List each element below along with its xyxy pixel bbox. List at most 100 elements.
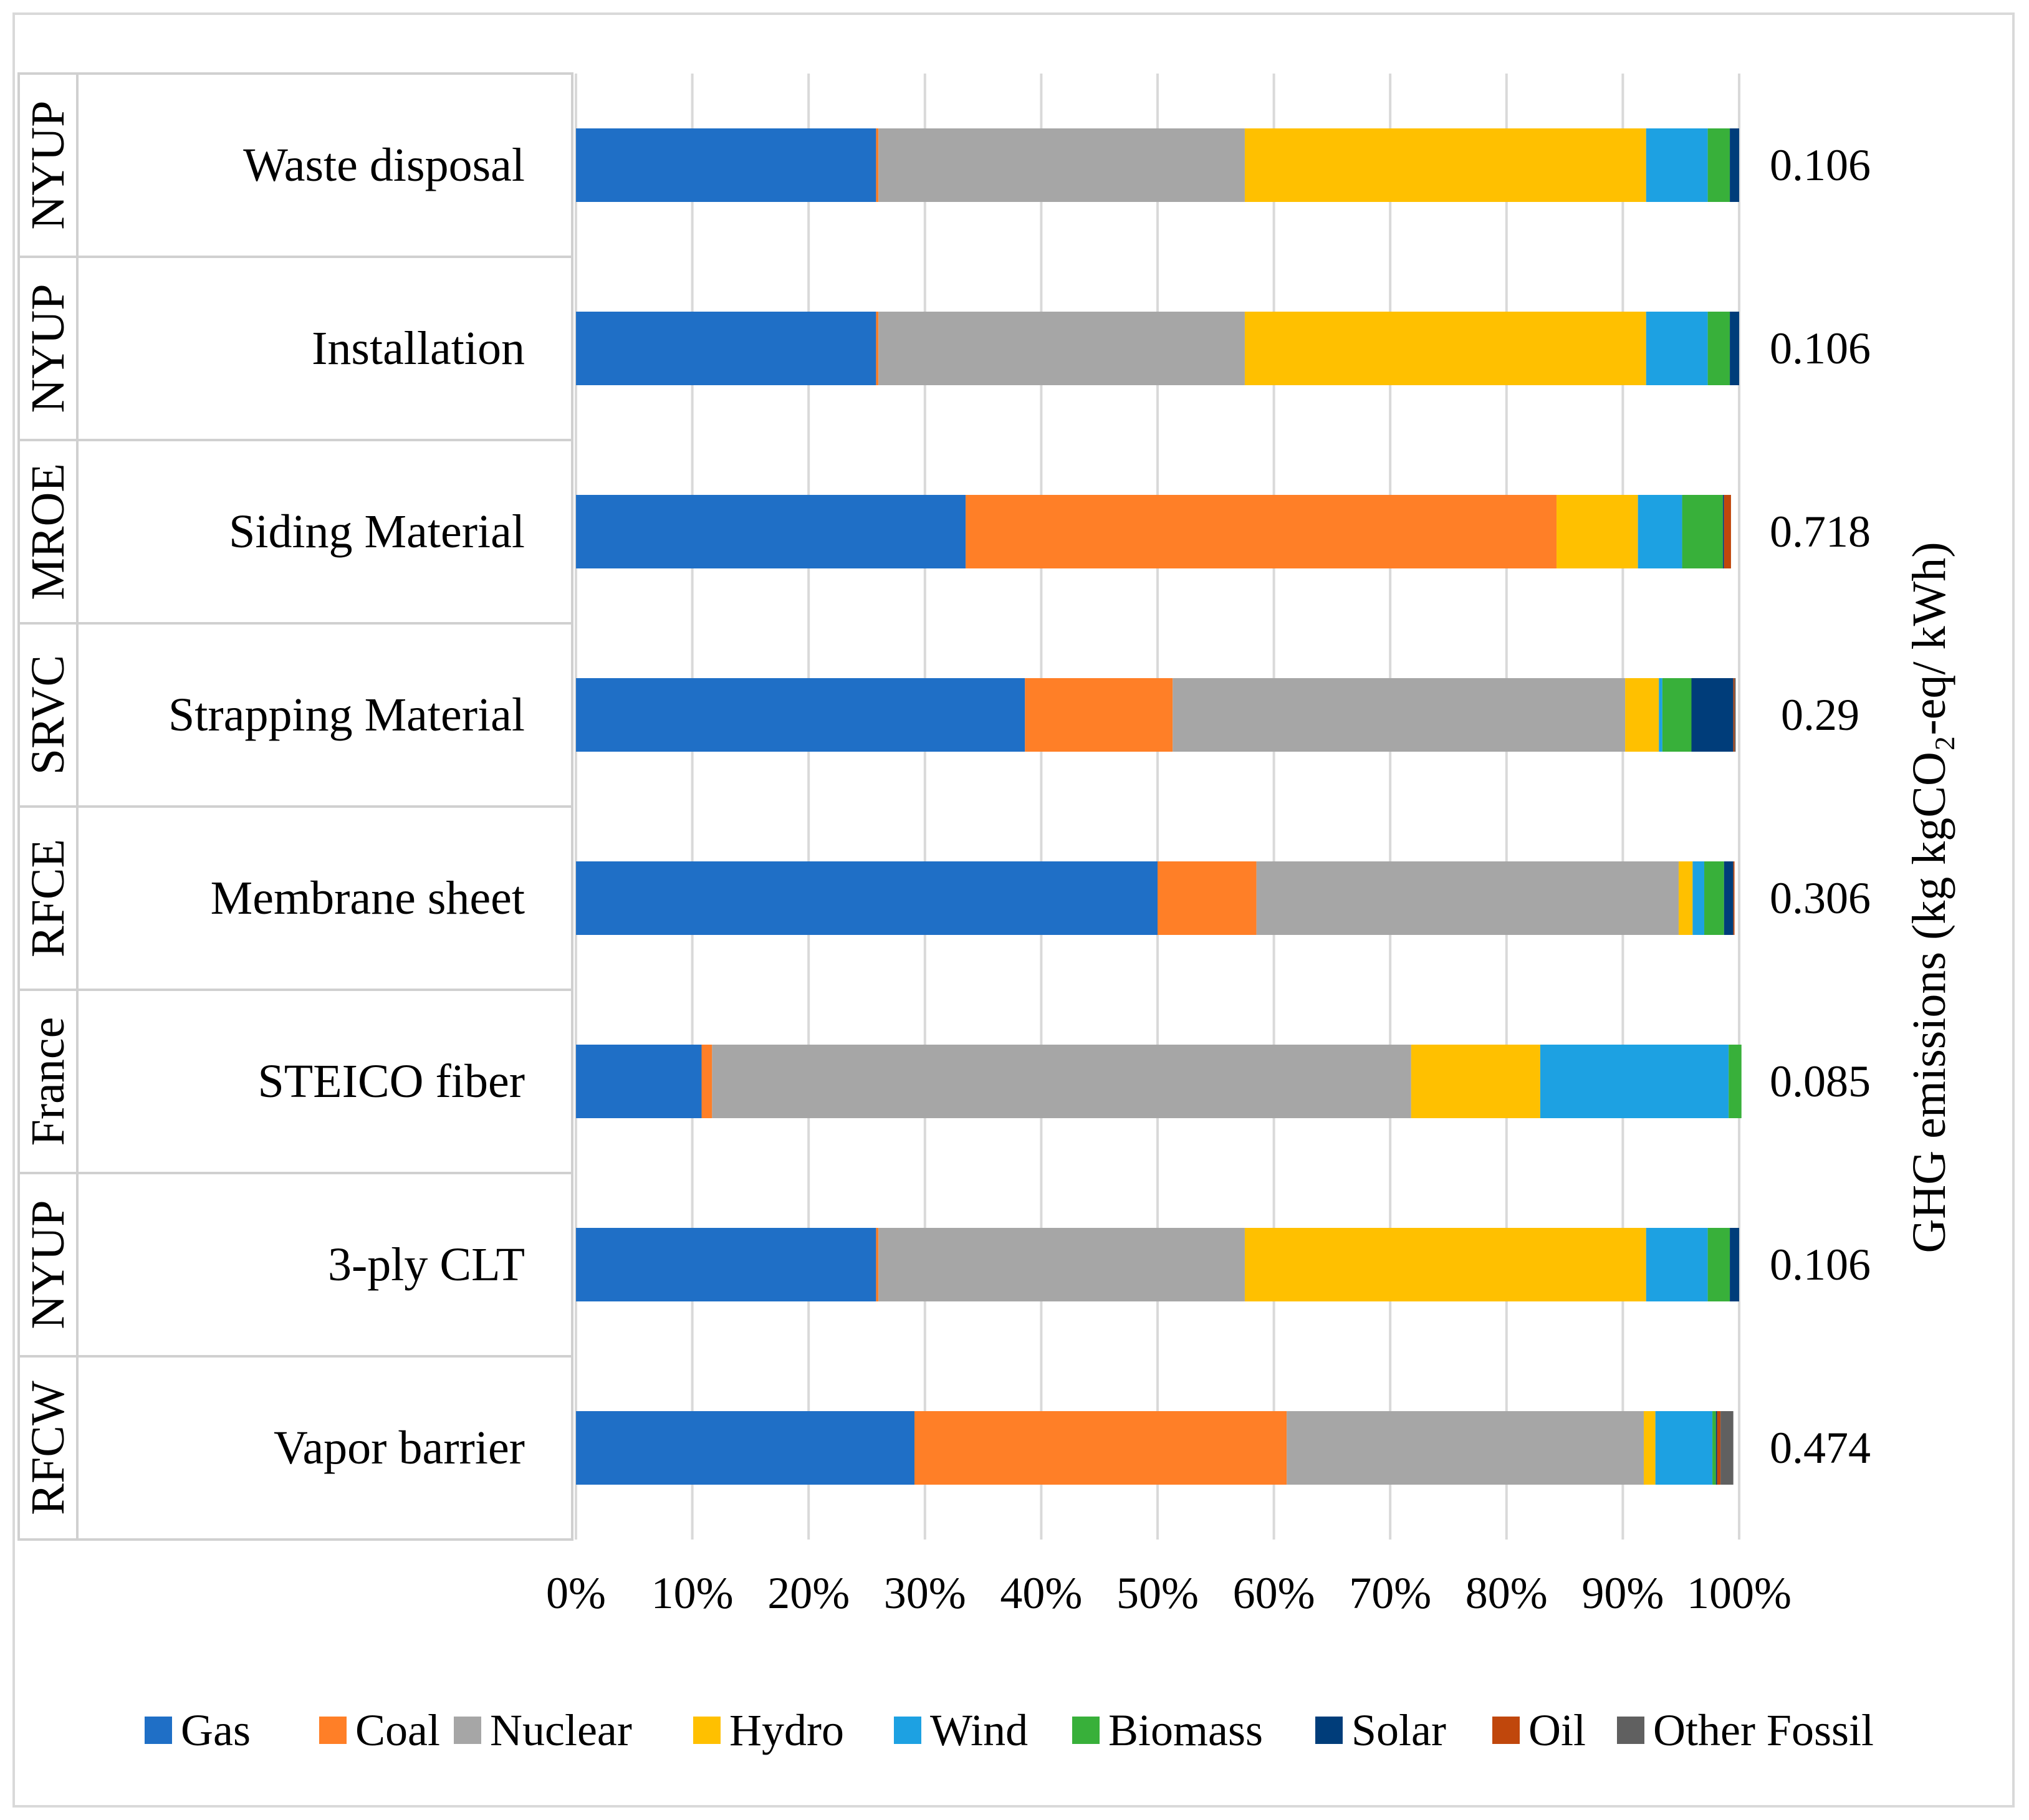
legend-swatch	[1492, 1717, 1520, 1744]
legend-label: Other Fossil	[1653, 1705, 1874, 1755]
emission-value: 0.718	[1770, 507, 1871, 557]
bar-segment-nuclear	[1287, 1411, 1644, 1485]
bar-segment-coal	[1025, 678, 1173, 752]
category-label: Waste disposal	[243, 139, 525, 191]
bar-segment-hydro	[1411, 1045, 1540, 1118]
emission-values: 0.106 0.106 0.718 0.29 0.306 0.085 0.106 0.474	[1770, 140, 1871, 1473]
legend-label: Biomass	[1108, 1705, 1263, 1755]
x-tick-label: 70%	[1349, 1568, 1431, 1618]
bar-segment-other-fossil	[1734, 678, 1736, 752]
legend-label: Gas	[181, 1705, 251, 1755]
bar-segment-solar	[1730, 1228, 1739, 1301]
legend-swatch	[1072, 1717, 1100, 1744]
legend-swatch	[1315, 1717, 1343, 1744]
bar-segment-coal	[701, 1045, 712, 1118]
x-tick-label: 60%	[1233, 1568, 1315, 1618]
bar-segment-biomass	[1707, 1228, 1730, 1301]
bar-segment-nuclear	[878, 1228, 1245, 1301]
legend-swatch	[1617, 1717, 1644, 1744]
bar-segment-hydro	[1244, 128, 1646, 202]
emission-value: 0.085	[1770, 1056, 1871, 1106]
bar-segment-wind	[1540, 1045, 1729, 1118]
bar-segment-nuclear	[878, 128, 1245, 202]
label-row	[17, 989, 573, 1174]
bar-segment-oil	[1717, 1411, 1721, 1485]
label-row	[17, 1355, 573, 1541]
bar-segment-gas	[576, 678, 1025, 752]
legend-label: Oil	[1528, 1705, 1586, 1755]
bar-segment-solar	[1724, 861, 1734, 935]
emission-value: 0.106	[1770, 323, 1871, 373]
bar-segment-oil	[1733, 678, 1735, 752]
legend-swatch	[454, 1717, 481, 1744]
category-label: Membrane sheet	[211, 872, 525, 924]
bar-segment-gas	[576, 861, 1158, 935]
bar-segment-solar	[1730, 128, 1739, 202]
x-tick-label: 40%	[1000, 1568, 1082, 1618]
bar-segment-nuclear	[712, 1045, 1411, 1118]
bar-segment-hydro	[1678, 861, 1693, 935]
bar-segment-biomass	[1729, 1045, 1742, 1118]
region-label: France	[22, 1017, 74, 1146]
label-row	[17, 805, 573, 991]
bar-segment-wind	[1655, 1411, 1713, 1485]
bar-segment-solar	[1715, 1411, 1717, 1485]
legend-label: Solar	[1351, 1705, 1446, 1755]
bar-segment-gas	[576, 1411, 915, 1485]
emission-value: 0.29	[1781, 690, 1859, 740]
bar-segment-wind	[1646, 312, 1708, 385]
region-label: RFCE	[22, 839, 74, 957]
emission-value: 0.474	[1770, 1423, 1871, 1473]
x-tick-label: 90%	[1581, 1568, 1664, 1618]
bar-segment-coal	[1158, 861, 1257, 935]
bar-segment-biomass	[1707, 128, 1730, 202]
bar-segment-coal	[876, 1228, 879, 1301]
bar-segment-hydro	[1557, 495, 1638, 568]
x-tick-label: 100%	[1687, 1568, 1792, 1618]
bar-segment-solar	[1722, 495, 1724, 568]
legend-label: Nuclear	[490, 1705, 632, 1755]
legend-swatch	[319, 1717, 347, 1744]
legend-label: Wind	[930, 1705, 1028, 1755]
legend: Gas Coal Nuclear Hydro Wind Biomass Solar Oil Ot…	[145, 1705, 1874, 1755]
bar-segment-wind	[1646, 128, 1708, 202]
emission-value: 0.306	[1770, 873, 1871, 923]
x-tick-label: 80%	[1465, 1568, 1548, 1618]
category-label: Strapping Material	[168, 689, 525, 741]
bar-segment-biomass	[1662, 678, 1692, 752]
region-label: NYUP	[22, 101, 74, 230]
bar-segment-gas	[576, 1228, 876, 1301]
x-tick-label: 50%	[1116, 1568, 1199, 1618]
x-tick-label: 0%	[546, 1568, 606, 1618]
bar-segment-gas	[576, 495, 966, 568]
bar-segment-wind	[1646, 1228, 1708, 1301]
bar-segment-biomass	[1707, 312, 1730, 385]
bar-segment-coal	[966, 495, 1557, 568]
bar-segment-wind	[1638, 495, 1682, 568]
bar-segment-wind	[1692, 861, 1705, 935]
x-axis-ticks: 0% 10% 20% 30% 40% 50% 60% 70% 80% 90% 100%	[546, 1568, 1792, 1618]
legend-swatch	[693, 1717, 721, 1744]
label-row	[17, 622, 573, 808]
label-row	[17, 72, 573, 258]
region-label: NYUP	[22, 1200, 74, 1329]
legend-label: Hydro	[729, 1705, 844, 1755]
legend-label: Coal	[355, 1705, 440, 1755]
bar-segment-gas	[576, 128, 876, 202]
region-label: NYUP	[22, 284, 74, 413]
bar-segment-biomass	[1704, 861, 1724, 935]
bar-segment-other-fossil	[1720, 1411, 1734, 1485]
bar-segment-nuclear	[1256, 861, 1679, 935]
bar-segment-gas	[576, 312, 876, 385]
bar-segment-solar	[1691, 678, 1734, 752]
emission-value: 0.106	[1770, 140, 1871, 190]
category-label-table: NYUP Waste disposal NYUP Installation MROE Si…	[17, 72, 573, 1541]
region-label: MROE	[22, 463, 74, 600]
x-tick-label: 30%	[884, 1568, 966, 1618]
bar-segment-hydro	[1625, 678, 1659, 752]
region-label: SRVC	[22, 655, 74, 775]
x-tick-label: 10%	[651, 1568, 734, 1618]
right-axis-label: GHG emissions (kg kgCO₂-eq/ kWh)	[1903, 542, 1955, 1253]
legend-swatch	[894, 1717, 921, 1744]
